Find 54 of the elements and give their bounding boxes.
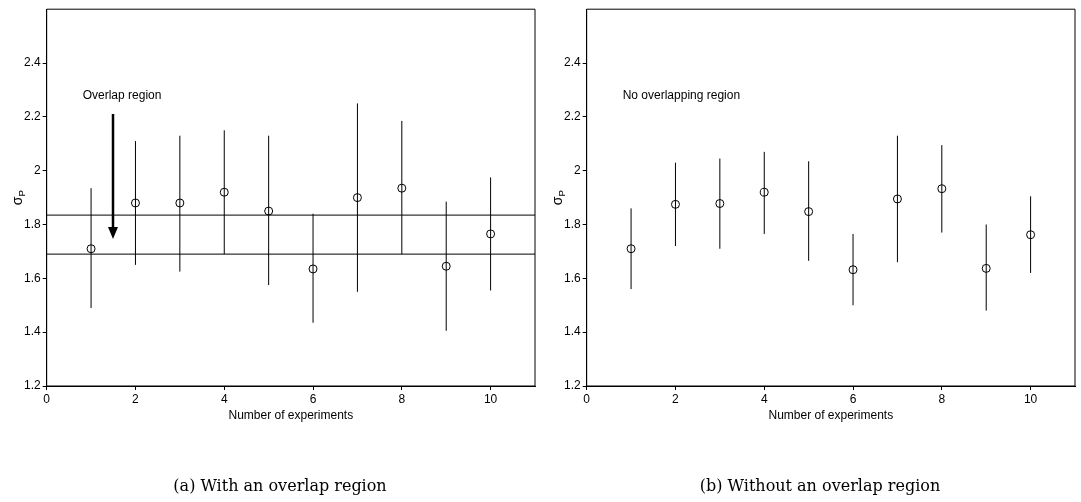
point <box>759 187 769 197</box>
annotation: Overlap region <box>82 87 162 102</box>
point <box>486 229 496 239</box>
point <box>86 244 96 254</box>
x-tick-label: 4 <box>220 391 228 406</box>
y-tick-label: 1.4 <box>23 324 41 339</box>
y-tick-label: 1.8 <box>563 216 581 231</box>
point <box>892 194 902 204</box>
point <box>848 265 858 275</box>
y-tick-label: 2.2 <box>23 109 41 124</box>
point <box>352 193 362 203</box>
point <box>264 206 274 216</box>
x-tick-label: 2 <box>132 391 140 406</box>
point <box>441 261 451 271</box>
x-tick-label: 10 <box>483 391 498 406</box>
x-tick-label: 10 <box>1023 391 1038 406</box>
point <box>175 198 185 208</box>
x-tick-label: 2 <box>672 391 680 406</box>
point <box>804 207 814 217</box>
point <box>937 184 947 194</box>
point <box>130 198 140 208</box>
y-tick-label: 1.4 <box>563 324 581 339</box>
x-axis-title: Number of experiments <box>768 407 894 422</box>
point <box>308 264 318 274</box>
y-tick-label: 1.6 <box>23 270 41 285</box>
y-axis-title: σP <box>8 189 27 206</box>
y-tick-label: 1.8 <box>23 216 41 231</box>
x-tick-label: 8 <box>398 391 406 406</box>
point <box>219 187 229 197</box>
point <box>1026 230 1036 240</box>
y-tick-label: 1.2 <box>23 378 41 393</box>
y-tick-label: 2.4 <box>563 55 581 70</box>
y-tick-label: 2 <box>33 163 41 177</box>
y-tick-label: 1.6 <box>563 270 581 285</box>
x-tick-label: 6 <box>309 391 317 406</box>
x-axis-title: Number of experiments <box>228 407 354 422</box>
text: (b) Without an overlap region <box>699 475 941 495</box>
y-tick-label: 2.2 <box>563 109 581 124</box>
x-tick-label: 0 <box>583 391 591 406</box>
y-tick-label: 2.4 <box>23 55 41 70</box>
y-tick-label: 1.2 <box>563 378 581 393</box>
text: (a) With an overlap region <box>173 475 387 495</box>
x-tick-label: 6 <box>849 391 857 406</box>
y-tick-label: 2 <box>573 163 581 177</box>
x-tick-label: 0 <box>43 391 51 406</box>
point <box>626 244 636 254</box>
annotation: No overlapping region <box>622 87 741 102</box>
point <box>670 199 680 209</box>
point <box>397 183 407 193</box>
x-tick-label: 8 <box>938 391 946 406</box>
x-tick-label: 4 <box>760 391 768 406</box>
y-axis-title: σP <box>548 189 567 206</box>
point <box>715 199 725 209</box>
point <box>981 263 991 273</box>
